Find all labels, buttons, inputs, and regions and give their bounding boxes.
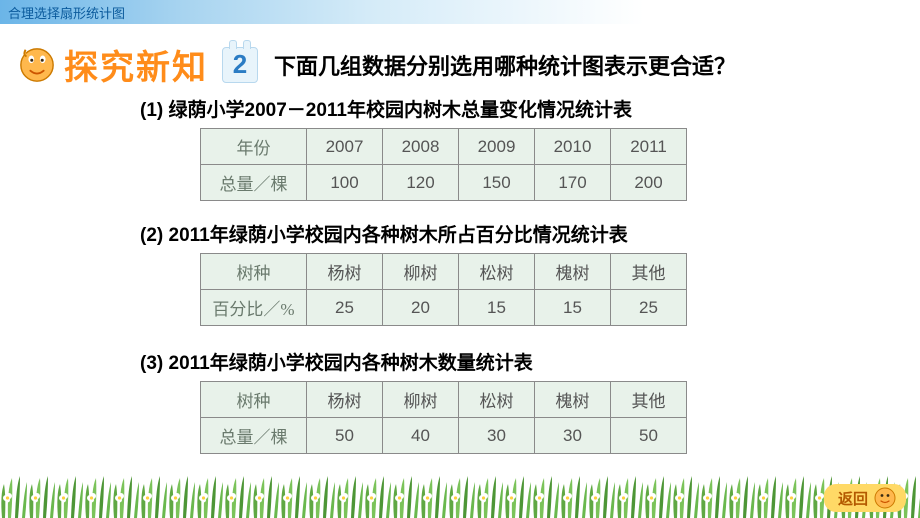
table-row: 总量／棵 100 120 150 170 200 — [201, 165, 687, 201]
col-header: 2007 — [307, 129, 383, 165]
row-label: 年份 — [201, 129, 307, 165]
title-row: 探究新知 2 下面几组数据分别选用哪种统计图表示更合适？ — [18, 40, 736, 89]
col-header: 2011 — [611, 129, 687, 165]
col-header: 其他 — [611, 382, 687, 418]
section-2-title: (2) 2011年绿荫小学校园内各种树木所占百分比情况统计表 — [140, 220, 687, 247]
row-label: 百分比／% — [201, 290, 307, 326]
cell-value: 50 — [307, 418, 383, 454]
table-1: 年份 2007 2008 2009 2010 2011 总量／棵 100 120… — [200, 128, 687, 201]
table-2: 树种 杨树 柳树 松树 槐树 其他 百分比／% 25 20 15 15 25 — [200, 253, 687, 326]
row-label: 总量／棵 — [201, 165, 307, 201]
col-header: 松树 — [459, 382, 535, 418]
header-bar: 合理选择扇形统计图 — [0, 0, 920, 24]
table-row: 树种 杨树 柳树 松树 槐树 其他 — [201, 254, 687, 290]
cell-value: 200 — [611, 165, 687, 201]
cell-value: 30 — [459, 418, 535, 454]
section-3: (3) 2011年绿荫小学校园内各种树木数量统计表 树种 杨树 柳树 松树 槐树… — [140, 348, 687, 454]
main-title: 探究新知 — [64, 40, 208, 89]
mascot-q-small-icon — [874, 487, 896, 509]
cell-value: 40 — [383, 418, 459, 454]
cell-value: 25 — [611, 290, 687, 326]
row-label: 总量／棵 — [201, 418, 307, 454]
col-header: 杨树 — [307, 254, 383, 290]
col-header: 杨树 — [307, 382, 383, 418]
table-3: 树种 杨树 柳树 松树 槐树 其他 总量／棵 50 40 30 30 50 — [200, 381, 687, 454]
row-label: 树种 — [201, 382, 307, 418]
cell-value: 150 — [459, 165, 535, 201]
cell-value: 170 — [535, 165, 611, 201]
table-row: 百分比／% 25 20 15 15 25 — [201, 290, 687, 326]
section-2: (2) 2011年绿荫小学校园内各种树木所占百分比情况统计表 树种 杨树 柳树 … — [140, 220, 687, 326]
section-1: (1) 绿荫小学2007－2011年校园内树木总量变化情况统计表 年份 2007… — [140, 95, 687, 201]
col-header: 柳树 — [383, 254, 459, 290]
col-header: 槐树 — [535, 382, 611, 418]
mascot-q-icon — [18, 46, 56, 84]
col-header: 其他 — [611, 254, 687, 290]
cell-value: 50 — [611, 418, 687, 454]
cell-value: 30 — [535, 418, 611, 454]
example-number-badge: 2 — [222, 47, 258, 83]
col-header: 槐树 — [535, 254, 611, 290]
section-1-title: (1) 绿荫小学2007－2011年校园内树木总量变化情况统计表 — [140, 95, 687, 122]
cell-value: 15 — [535, 290, 611, 326]
cell-value: 25 — [307, 290, 383, 326]
table-row: 年份 2007 2008 2009 2010 2011 — [201, 129, 687, 165]
back-label: 返回 — [838, 488, 868, 509]
header-text: 合理选择扇形统计图 — [0, 3, 125, 22]
grass-decoration — [0, 474, 920, 518]
col-header: 2010 — [535, 129, 611, 165]
col-header: 2008 — [383, 129, 459, 165]
col-header: 松树 — [459, 254, 535, 290]
table-row: 总量／棵 50 40 30 30 50 — [201, 418, 687, 454]
cell-value: 120 — [383, 165, 459, 201]
row-label: 树种 — [201, 254, 307, 290]
cell-value: 20 — [383, 290, 459, 326]
cell-value: 15 — [459, 290, 535, 326]
back-button[interactable]: 返回 — [824, 484, 906, 512]
question-text: 下面几组数据分别选用哪种统计图表示更合适？ — [274, 49, 736, 81]
col-header: 柳树 — [383, 382, 459, 418]
table-row: 树种 杨树 柳树 松树 槐树 其他 — [201, 382, 687, 418]
col-header: 2009 — [459, 129, 535, 165]
cell-value: 100 — [307, 165, 383, 201]
section-3-title: (3) 2011年绿荫小学校园内各种树木数量统计表 — [140, 348, 687, 375]
